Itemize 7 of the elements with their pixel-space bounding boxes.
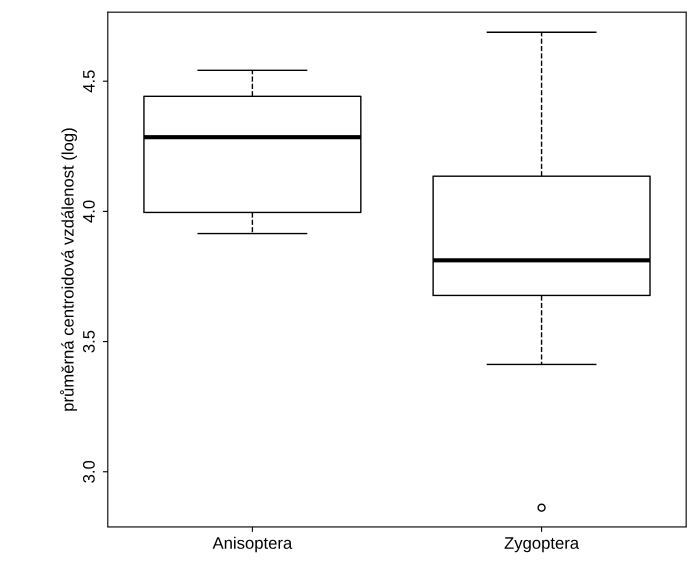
y-tick-label: 3.5 [82, 330, 95, 353]
x-tick-label: Anisoptera [212, 536, 292, 552]
y-tick-label: 4.5 [83, 70, 95, 92]
x-tick-label: Zygoptera [504, 537, 580, 552]
y-axis-title: průměrná centroidová vzdálenost (log) [60, 128, 77, 411]
y-tick-label: 4.0 [82, 200, 95, 223]
y-tick-label: 3.0 [82, 460, 95, 483]
